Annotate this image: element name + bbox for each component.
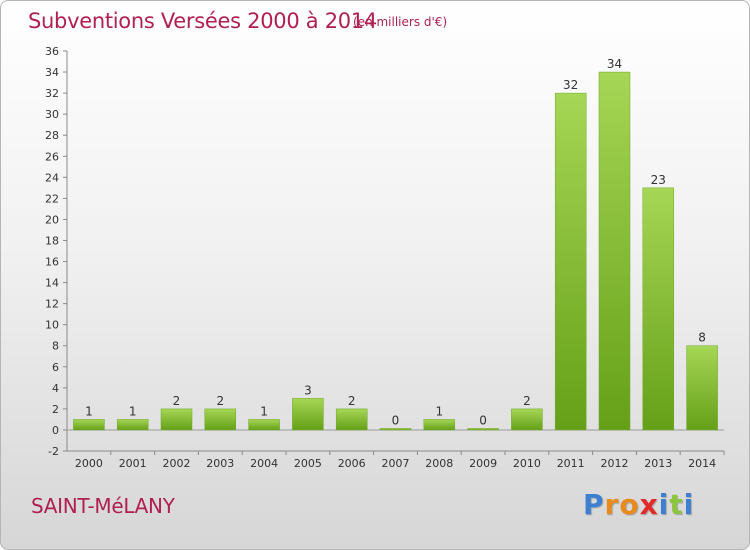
y-tick-label: 14 [45,277,59,290]
proxiti-logo: Proxiti [583,488,694,521]
bar-2013 [642,187,675,431]
y-tick-label: 26 [45,150,59,163]
bar-2003 [204,408,237,431]
x-tick-label: 2005 [294,457,322,470]
y-tick-label: 18 [45,234,59,247]
y-tick-label: 36 [45,45,59,58]
logo-letter: t [669,488,684,521]
x-tick-label: 2006 [338,457,366,470]
data-label-2002: 2 [173,394,181,408]
x-tick-label: 2003 [206,457,234,470]
chart-title: Subventions Versées 2000 à 2014 [28,9,377,33]
bar-2014 [686,345,718,431]
data-label-2000: 1 [85,404,93,418]
x-tick-label: 2007 [382,457,410,470]
data-label-2013: 23 [651,173,666,187]
data-label-2008: 1 [435,404,443,418]
town-name: SAINT-MéLANY [31,494,175,518]
x-tick-label: 2009 [469,457,497,470]
x-tick-label: 2010 [513,457,541,470]
data-label-2004: 1 [260,404,268,418]
x-tick-label: 2013 [644,457,672,470]
data-label-2012: 34 [607,57,622,71]
bar-2006 [335,408,368,431]
y-tick-label: 2 [52,403,59,416]
bar-2008 [423,419,456,431]
y-tick-label: 4 [52,382,59,395]
y-tick-label: 20 [45,213,59,226]
y-tick-label: 22 [45,192,59,205]
data-label-2010: 2 [523,394,531,408]
y-tick-label: 30 [45,108,59,121]
y-tick-label: 16 [45,256,59,269]
data-label-2005: 3 [304,383,312,397]
logo-letter: r [604,488,620,521]
bar-2000 [73,419,105,431]
y-tick-label: 8 [52,340,59,353]
bar-2002 [160,408,193,431]
y-tick-label: 6 [52,361,59,374]
y-tick-label: 24 [45,171,59,184]
y-tick-label: 0 [52,424,59,437]
bar-2009 [467,428,499,431]
data-label-2007: 0 [392,413,400,427]
bar-2012 [598,71,631,431]
logo-letter: x [639,488,659,521]
bar-2001 [116,419,149,431]
chart-unit-label: (en milliers d'€) [353,15,448,29]
data-label-2001: 1 [129,404,137,418]
y-tick-label: 32 [45,87,59,100]
logo-letter: o [619,488,640,521]
bar-2011 [554,92,587,431]
x-tick-label: 2002 [163,457,191,470]
logo-letter: i [683,488,695,521]
bar-2004 [248,419,280,431]
data-label-2003: 2 [216,394,224,408]
x-tick-label: 2014 [688,457,716,470]
data-label-2006: 2 [348,394,356,408]
logo-letter: P [583,488,605,521]
x-tick-label: 2012 [601,457,629,470]
x-tick-label: 2000 [75,457,103,470]
chart-bars [73,71,718,431]
x-tick-label: 2001 [119,457,147,470]
x-tick-label: 2011 [557,457,585,470]
y-tick-label: 10 [45,319,59,332]
bar-2005 [292,398,324,431]
data-label-2014: 8 [698,331,706,345]
bar-2007 [379,428,412,431]
data-label-2011: 32 [563,78,578,92]
y-tick-label: 34 [45,66,59,79]
x-tick-label: 2008 [425,457,453,470]
bar-2010 [511,408,543,431]
x-tick-label: 2004 [250,457,278,470]
logo-letter: i [658,488,670,521]
data-label-2009: 0 [479,413,487,427]
y-tick-label: 12 [45,298,59,311]
y-tick-label: 28 [45,129,59,142]
y-tick-label: -2 [48,445,59,458]
